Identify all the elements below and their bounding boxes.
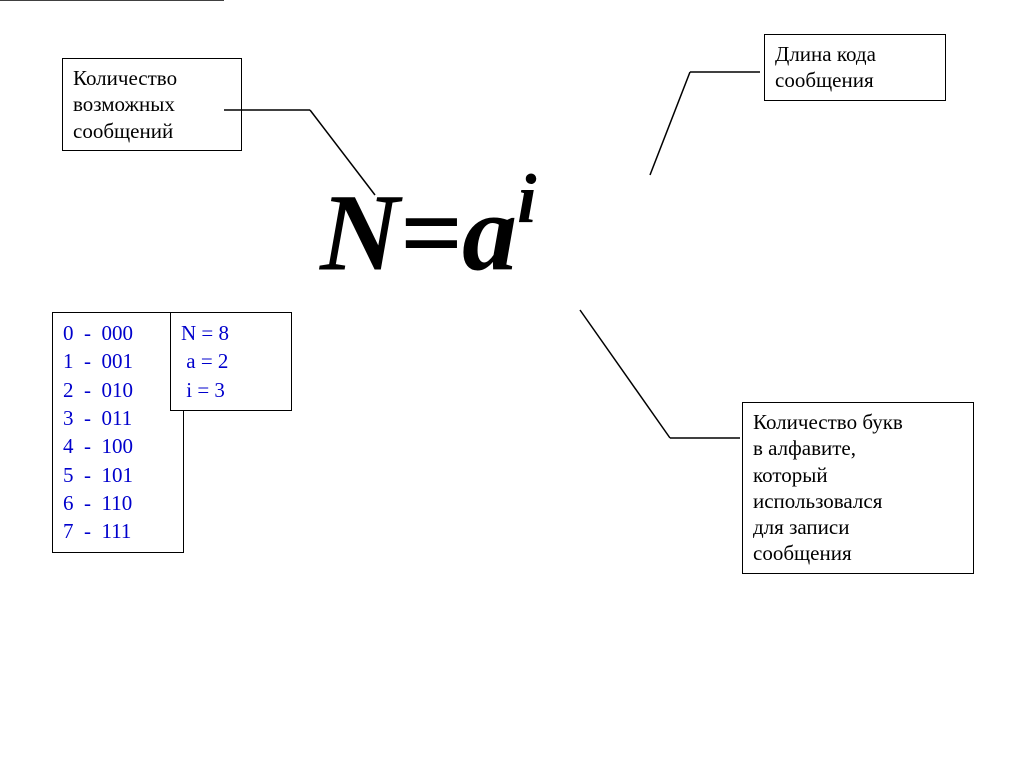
box-line: Длина кода — [775, 41, 935, 67]
box-line: возможных — [73, 91, 231, 117]
box-alphabet-size: Количество букв в алфавите, который испо… — [742, 402, 974, 574]
code-row: 6 - 110 — [63, 489, 173, 517]
box-line: Количество букв — [753, 409, 963, 435]
box-line: в алфавите, — [753, 435, 963, 461]
box-line: сообщения — [753, 540, 963, 566]
param-line: i = 3 — [181, 376, 281, 404]
code-row: 0 - 000 — [63, 319, 173, 347]
box-count-messages: Количество возможных сообщений — [62, 58, 242, 151]
box-line: Количество — [73, 65, 231, 91]
param-line: a = 2 — [181, 347, 281, 375]
code-table: 0 - 0001 - 0012 - 0103 - 0114 - 1005 - 1… — [52, 312, 184, 553]
code-row: 2 - 010 — [63, 376, 173, 404]
box-line: для записи — [753, 514, 963, 540]
code-row: 1 - 001 — [63, 347, 173, 375]
params-box: N = 8 a = 2 i = 3 — [170, 312, 292, 411]
code-row: 5 - 101 — [63, 461, 173, 489]
box-line: сообщений — [73, 118, 231, 144]
code-row: 3 - 011 — [63, 404, 173, 432]
box-line: сообщения — [775, 67, 935, 93]
box-code-length: Длина кода сообщения — [764, 34, 946, 101]
connector-segment — [650, 72, 690, 175]
box-line: который — [753, 462, 963, 488]
connector-segment — [580, 310, 670, 438]
formula-sup: i — [517, 161, 536, 238]
param-line: N = 8 — [181, 319, 281, 347]
box-line: использовался — [753, 488, 963, 514]
code-row: 7 - 111 — [63, 517, 173, 545]
formula-base: N=a — [320, 172, 517, 294]
formula: N=ai — [320, 175, 537, 288]
code-row: 4 - 100 — [63, 432, 173, 460]
